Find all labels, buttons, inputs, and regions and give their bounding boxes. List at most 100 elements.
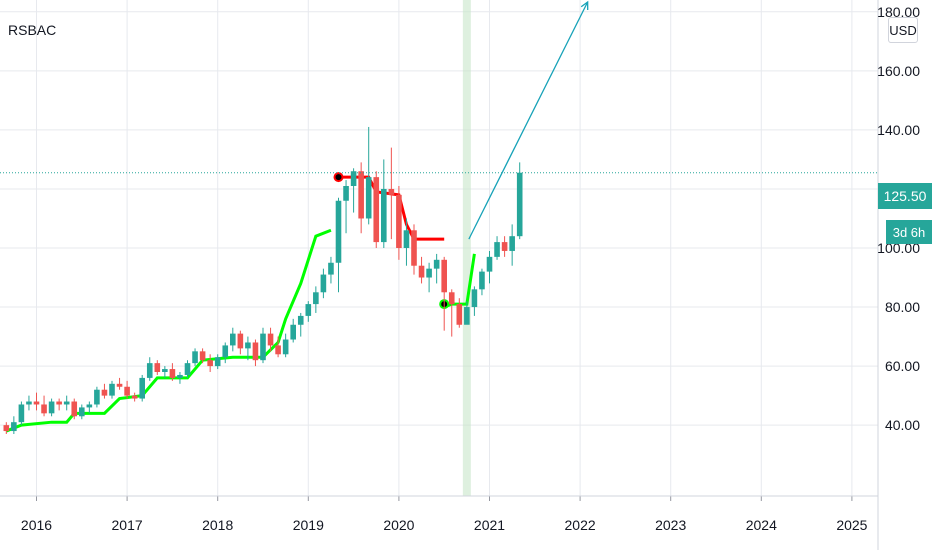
candle-body bbox=[373, 177, 380, 243]
currency-button[interactable]: USD bbox=[888, 17, 918, 43]
x-tick-label: 2018 bbox=[202, 517, 233, 533]
candle-body bbox=[335, 200, 342, 263]
candle-body bbox=[192, 351, 198, 364]
candle-body bbox=[162, 369, 168, 372]
candle-body bbox=[501, 242, 508, 251]
candle-body bbox=[63, 401, 70, 405]
candle-body bbox=[230, 333, 236, 346]
candle-body bbox=[509, 236, 515, 251]
candle-body bbox=[464, 307, 470, 325]
y-axis-labels[interactable]: 40.0060.0080.00100.00120.00140.00160.001… bbox=[877, 4, 920, 433]
candle-body bbox=[18, 404, 25, 423]
candle-body bbox=[184, 363, 191, 375]
candle-body bbox=[177, 374, 183, 378]
candle-body bbox=[86, 404, 93, 408]
candle-body bbox=[3, 425, 10, 432]
candle-body bbox=[245, 342, 251, 349]
candle-body bbox=[267, 333, 274, 346]
current-bar-highlight bbox=[462, 0, 471, 496]
candle-body bbox=[199, 351, 206, 361]
candle-body bbox=[101, 389, 108, 396]
candle-body bbox=[494, 242, 500, 257]
candle-body bbox=[486, 256, 493, 272]
candle-body bbox=[456, 304, 463, 325]
candle-body bbox=[479, 271, 485, 290]
candle-body bbox=[222, 345, 229, 358]
candle-body bbox=[124, 386, 130, 396]
candle-body bbox=[418, 265, 425, 278]
x-tick-label: 2021 bbox=[474, 517, 505, 533]
candle-body bbox=[290, 324, 296, 340]
sell-signal-dot bbox=[333, 172, 344, 183]
candle-body bbox=[56, 401, 62, 405]
y-tick-label: 140.00 bbox=[877, 122, 920, 138]
candle-body bbox=[350, 171, 357, 186]
candle-body bbox=[252, 342, 259, 361]
candle-body bbox=[169, 369, 176, 378]
candle-body bbox=[365, 177, 372, 219]
x-tick-label: 2024 bbox=[746, 517, 777, 533]
candle-body bbox=[71, 401, 78, 417]
candle-body bbox=[33, 401, 40, 405]
x-tick-label: 2025 bbox=[836, 517, 867, 533]
candle-body bbox=[79, 407, 85, 417]
candle-body bbox=[131, 395, 138, 399]
candle-body bbox=[214, 357, 221, 367]
x-tick-label: 2020 bbox=[383, 517, 414, 533]
symbol-title[interactable]: RSBAC bbox=[8, 22, 57, 38]
y-tick-label: 40.00 bbox=[885, 417, 920, 433]
x-tick-label: 2023 bbox=[655, 517, 686, 533]
trailing-stop-green bbox=[5, 228, 332, 433]
x-tick-label: 2016 bbox=[21, 517, 52, 533]
x-tick-label: 2022 bbox=[565, 517, 596, 533]
candle-body bbox=[320, 274, 327, 293]
y-tick-label: 180.00 bbox=[877, 4, 920, 20]
candle-body bbox=[275, 345, 281, 355]
candle-body bbox=[282, 339, 289, 355]
y-tick-label: 60.00 bbox=[885, 358, 920, 374]
candle-body bbox=[48, 401, 55, 414]
candle-body bbox=[433, 259, 440, 269]
candles[interactable] bbox=[3, 126, 523, 434]
candle-body bbox=[403, 230, 410, 248]
candle-body bbox=[139, 377, 145, 399]
candle-body bbox=[11, 422, 17, 432]
candle-body bbox=[313, 292, 319, 305]
candle-body bbox=[297, 315, 304, 325]
candle-body bbox=[471, 289, 478, 308]
y-tick-label: 100.00 bbox=[877, 240, 920, 256]
candle-body bbox=[41, 404, 47, 414]
bar-countdown-label: 3d 6h bbox=[886, 220, 932, 244]
x-tick-label: 2019 bbox=[293, 517, 324, 533]
x-tick-label: 2017 bbox=[112, 517, 143, 533]
candle-body bbox=[516, 172, 523, 237]
candle-body bbox=[146, 363, 153, 378]
candle-body bbox=[381, 188, 387, 243]
projection-arrowhead bbox=[580, 0, 589, 11]
candle-body bbox=[388, 188, 395, 195]
candle-body bbox=[396, 194, 402, 248]
candle-body bbox=[441, 259, 447, 293]
projection-line bbox=[468, 1, 589, 240]
candle-body bbox=[94, 389, 100, 405]
candle-body bbox=[26, 401, 32, 405]
candle-body bbox=[109, 383, 115, 396]
trailing-stop-lines bbox=[5, 172, 476, 433]
last-price-label: 125.50 bbox=[878, 183, 932, 209]
candle-body bbox=[207, 360, 213, 367]
candle-body bbox=[305, 304, 312, 316]
candle-body bbox=[116, 383, 123, 387]
candle-body bbox=[328, 262, 334, 275]
candle-body bbox=[260, 333, 266, 361]
projection-arrow[interactable] bbox=[468, 0, 589, 240]
grid-lines bbox=[0, 0, 879, 550]
candle-body bbox=[154, 363, 161, 372]
candle-body bbox=[426, 268, 432, 278]
y-tick-label: 80.00 bbox=[885, 299, 920, 315]
candle-body bbox=[448, 292, 455, 305]
candle-body bbox=[237, 333, 244, 349]
candle-body bbox=[411, 230, 417, 266]
candle-body bbox=[343, 186, 349, 201]
x-axis-labels[interactable]: 2016 2017 2018 2019 2020 2021 2022 2023 2024 2025 bbox=[21, 517, 868, 533]
